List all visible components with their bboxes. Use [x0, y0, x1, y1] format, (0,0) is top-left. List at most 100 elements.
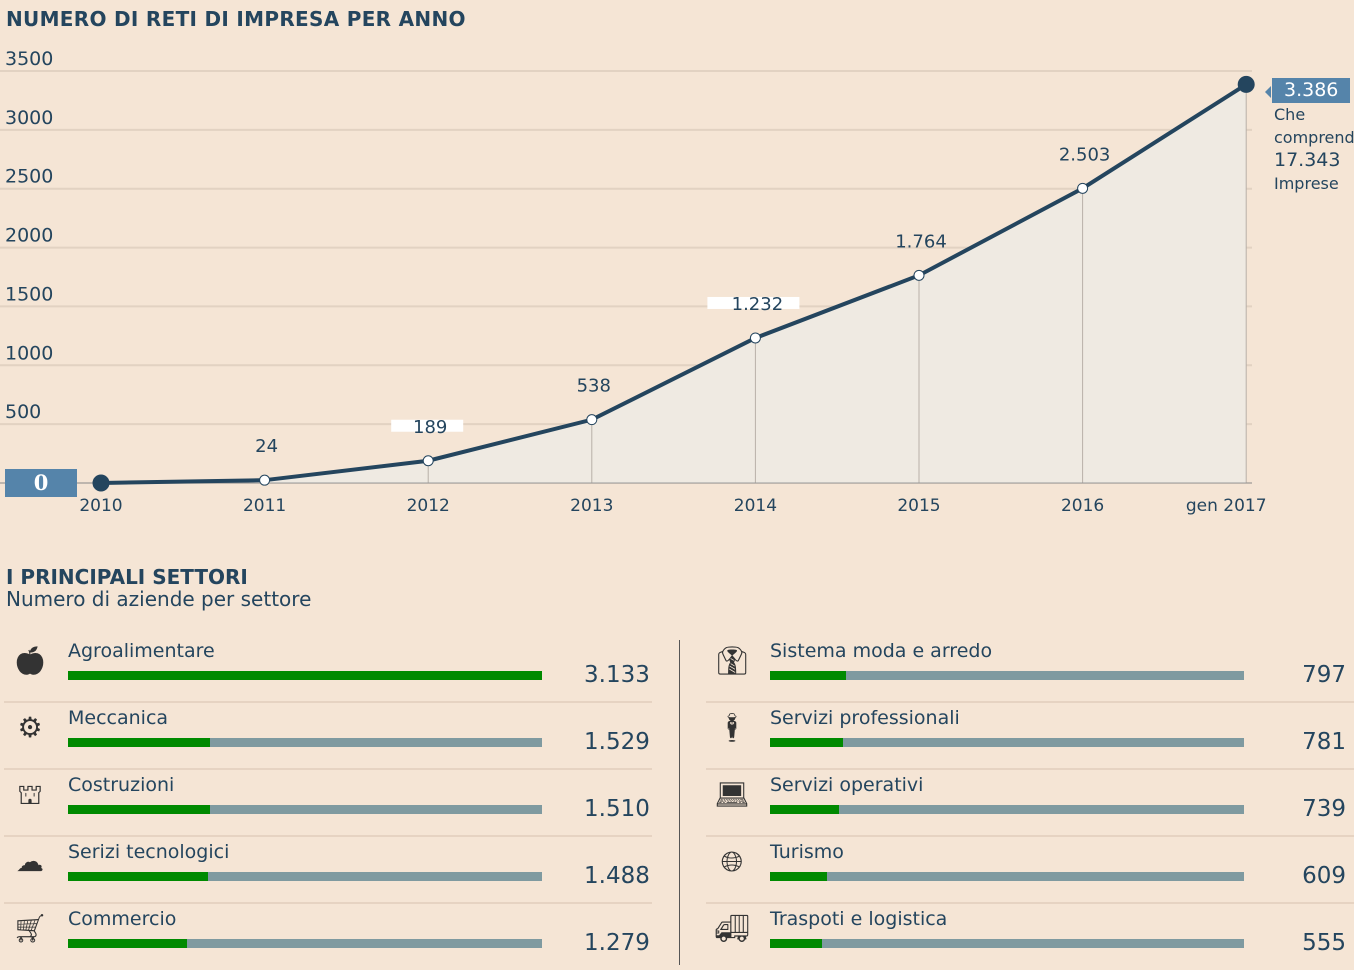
data-point: [913, 269, 925, 281]
sector-label: Meccanica: [68, 707, 169, 729]
sector-value: 739: [1302, 796, 1346, 822]
sector-row: 🚚︎ Traspoti e logistica 555: [706, 904, 1354, 970]
y-tick-label: 3000: [5, 107, 53, 129]
row-divider: [706, 902, 1354, 904]
sector-row: 🕴︎ Servizi professionali 781: [706, 703, 1354, 770]
data-label: 2.503: [1059, 144, 1111, 165]
gears-icon: ⚙: [17, 711, 43, 744]
y-tick-label: 3500: [5, 48, 53, 70]
sector-bar-fill: [68, 805, 211, 814]
sector-value: 781: [1302, 729, 1346, 755]
apple-icon: 🍎︎: [12, 644, 48, 677]
sector-bar-fill: [68, 939, 187, 948]
crane-icon: ⛫: [17, 778, 43, 811]
data-point: [749, 332, 761, 344]
truck-icon: 🚚︎: [714, 912, 750, 945]
x-tick-label: 2015: [897, 496, 940, 516]
final-value-badge: 3.386: [1264, 78, 1351, 103]
sector-label: Traspoti e logistica: [770, 908, 948, 930]
cloud-network-icon: ☁: [16, 845, 44, 878]
sector-value: 1.488: [584, 863, 650, 889]
data-label: 189: [413, 417, 447, 438]
sector-label: Serizi tecnologici: [68, 841, 230, 863]
area-fill: [101, 84, 1247, 483]
sector-value: 3.133: [584, 662, 650, 688]
sector-bar: [68, 939, 542, 948]
annotation-line1: Che: [1274, 105, 1306, 124]
data-point: [1237, 75, 1255, 93]
sectors-header: I PRINCIPALI SETTORI Numero di aziende p…: [6, 565, 311, 609]
row-divider: [706, 768, 1354, 770]
sector-bar-fill: [68, 671, 542, 680]
sector-bar: [68, 738, 542, 747]
data-point: [422, 455, 434, 467]
globe-pin-icon: 🌐︎: [720, 845, 744, 878]
sector-value: 1.510: [584, 796, 650, 822]
businessman-icon: 🕴︎: [714, 711, 750, 744]
annotation-line2: comprendono: [1274, 128, 1354, 147]
sector-value: 797: [1302, 662, 1346, 688]
shopping-cart-icon: 🛒︎: [12, 912, 48, 945]
data-point: [259, 474, 271, 486]
line-chart: 500 1000 1500 2000 2500 3000 3500 2010 2011 24 201…: [0, 48, 1267, 516]
sector-bar: [770, 939, 1244, 948]
sector-bar: [770, 872, 1244, 881]
sector-bar-fill: [770, 805, 840, 814]
sector-value: 555: [1302, 930, 1346, 956]
sector-bar-fill: [770, 939, 823, 948]
row-divider: [4, 768, 652, 770]
column-divider: [679, 640, 680, 965]
row-divider: [4, 902, 652, 904]
data-point: [586, 414, 598, 426]
annotation-line3: Imprese: [1274, 174, 1339, 193]
sector-row: 💻︎ Servizi operativi 739: [706, 770, 1354, 837]
data-label: 1.764: [895, 231, 947, 252]
sector-bar: [770, 738, 1244, 747]
x-tick-label: 2014: [734, 496, 777, 516]
sector-value: 1.279: [584, 930, 650, 956]
sector-label: Servizi professionali: [770, 707, 960, 729]
y-tick-label: 500: [5, 401, 41, 423]
sector-bar: [68, 872, 542, 881]
sector-bar-fill: [68, 872, 208, 881]
sector-bar: [770, 671, 1244, 680]
x-tick-label: gen 2017: [1186, 496, 1267, 516]
sector-label: Servizi operativi: [770, 774, 924, 796]
jacket-icon: 👔︎: [714, 644, 750, 677]
office-worker-icon: 💻︎: [714, 778, 750, 811]
sectors-title: I PRINCIPALI SETTORI: [6, 565, 248, 589]
x-tick-label: 2013: [570, 496, 613, 516]
row-divider: [4, 835, 652, 837]
sector-row: ⚙ Meccanica 1.529: [4, 703, 652, 770]
sector-value: 609: [1302, 863, 1346, 889]
sector-bar: [68, 805, 542, 814]
sector-label: Agroalimentare: [68, 640, 215, 662]
chart-title: NUMERO DI RETI DI IMPRESA PER ANNO: [6, 7, 466, 31]
data-line: [100, 82, 1248, 485]
sector-label: Commercio: [68, 908, 177, 930]
sector-bar-fill: [770, 671, 846, 680]
sector-row: 🍎︎ Agroalimentare 3.133: [4, 636, 652, 703]
final-annotation: 3.386 Che comprendono 17.343 Imprese: [1264, 78, 1354, 195]
data-point: [92, 474, 110, 492]
label-highlight: [707, 296, 800, 309]
zero-label: 0: [5, 469, 77, 497]
sector-row: 🛒︎ Commercio 1.279: [4, 904, 652, 970]
sector-row: ☁ Serizi tecnologici 1.488: [4, 837, 652, 904]
sector-bar-fill: [68, 738, 211, 747]
sectors-subtitle: Numero di aziende per settore: [6, 587, 312, 611]
sector-value: 1.529: [584, 729, 650, 755]
sector-label: Costruzioni: [68, 774, 175, 796]
row-divider: [706, 835, 1354, 837]
sector-label: Turismo: [770, 841, 844, 863]
x-tick-label: 2012: [407, 496, 450, 516]
data-point: [1077, 182, 1089, 194]
y-tick-label: 2500: [5, 166, 53, 188]
row-divider: [706, 701, 1354, 703]
sector-bar-fill: [770, 872, 827, 881]
sector-bar: [68, 671, 542, 680]
sector-bar: [770, 805, 1244, 814]
data-label: 1.232: [732, 294, 784, 315]
y-tick-label: 1500: [5, 283, 53, 305]
